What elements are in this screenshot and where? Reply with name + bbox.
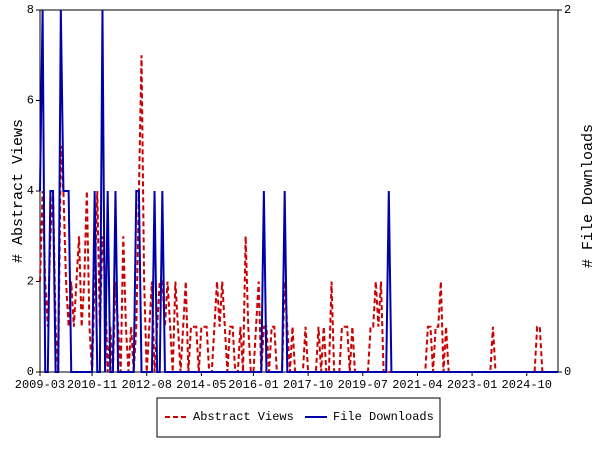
x-tick-label: 2009-03	[15, 378, 65, 392]
x-tick-label: 2024-10	[502, 378, 552, 392]
y2-tick-label: 0	[564, 365, 571, 379]
x-tick-label: 2014-05	[176, 378, 226, 392]
y-tick-label: 8	[27, 3, 34, 17]
x-tick-label: 2017-10	[283, 378, 333, 392]
x-tick-label: 2012-08	[122, 378, 172, 392]
y-tick-label: 4	[27, 184, 34, 198]
x-tick-label: 2016-01	[228, 378, 278, 392]
y2-axis-label: # File Downloads	[580, 124, 597, 268]
y-axis-label: # Abstract Views	[10, 119, 27, 263]
y-tick-label: 2	[27, 275, 34, 289]
y-tick-label: 6	[27, 94, 34, 108]
y2-tick-label: 2	[564, 3, 571, 17]
x-tick-label: 2019-07	[338, 378, 388, 392]
legend-label: Abstract Views	[193, 410, 294, 424]
x-tick-label: 2021-04	[392, 378, 442, 392]
legend-box	[156, 397, 441, 438]
series-line	[39, 9, 558, 373]
y-tick-label: 0	[27, 365, 34, 379]
legend-label: File Downloads	[333, 410, 434, 424]
x-tick-label: 2010-11	[67, 378, 117, 392]
x-tick-label: 2023-01	[447, 378, 497, 392]
